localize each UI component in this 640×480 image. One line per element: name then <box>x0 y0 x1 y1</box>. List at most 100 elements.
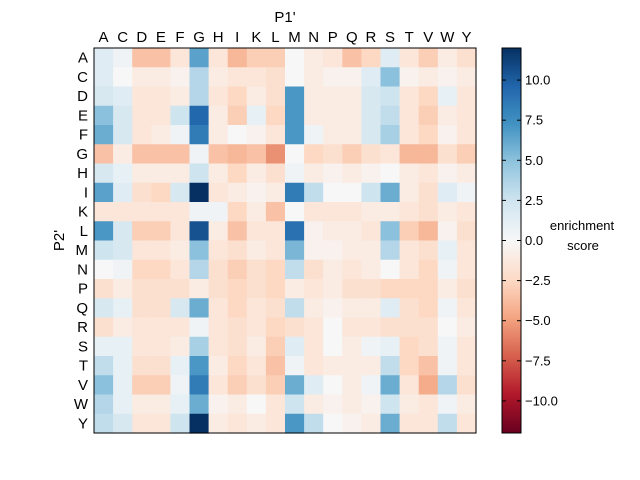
heatmap-cell <box>189 279 210 299</box>
heatmap-cell <box>170 221 191 242</box>
plot-frame <box>93 47 477 434</box>
heatmap-cell <box>113 182 133 203</box>
heatmap-cell <box>208 336 229 357</box>
heatmap-cell <box>342 48 362 68</box>
heatmap-cell <box>399 336 420 357</box>
heatmap-cell <box>418 240 439 261</box>
heatmap-cell <box>170 298 191 319</box>
heatmap-cell <box>285 259 305 280</box>
heatmap-cell <box>323 394 343 415</box>
heatmap-cell <box>189 202 210 222</box>
heatmap-cell <box>304 125 324 145</box>
heatmap-cell <box>304 86 324 107</box>
heatmap-cell <box>380 48 401 68</box>
colorbar-label-line1: enrichment <box>550 218 615 233</box>
heatmap-cell <box>208 86 229 107</box>
colorbar-label-line2: score <box>567 238 599 253</box>
x-tick-label: P <box>328 29 338 46</box>
heatmap-cell <box>151 375 171 396</box>
heatmap-cell <box>132 67 152 88</box>
heatmap-cell <box>399 125 420 145</box>
heatmap-cell <box>94 298 114 319</box>
y-tick-label: Q <box>76 300 88 317</box>
heatmap-cell <box>189 259 210 280</box>
heatmap-cell <box>342 240 362 261</box>
y-tick-label: A <box>78 50 88 67</box>
heatmap-cell <box>323 279 343 299</box>
heatmap-cell <box>94 48 114 68</box>
heatmap-cell <box>304 144 324 165</box>
heatmap-cell <box>361 279 382 299</box>
heatmap-cell <box>323 86 343 107</box>
heatmap-cell <box>380 221 401 242</box>
heatmap-cell <box>399 279 420 299</box>
colorbar-ticks: 10.0 7.5 5.0 2.5 0.0 −2.5 −5.0 −7.5 −10.0 <box>502 73 558 408</box>
heatmap-cell <box>285 394 305 415</box>
heatmap-cell <box>246 163 267 184</box>
heatmap-cell <box>399 163 420 184</box>
heatmap-cell <box>170 182 191 203</box>
heatmap-cell <box>437 144 458 165</box>
heatmap-cell <box>227 298 248 319</box>
heatmap-cells <box>94 48 477 434</box>
heatmap-cell <box>151 336 171 357</box>
heatmap-cell <box>265 48 286 68</box>
heatmap-cell <box>94 86 114 107</box>
heatmap-cell <box>456 298 477 319</box>
heatmap-cell <box>151 356 171 376</box>
heatmap-cell <box>342 394 362 415</box>
heatmap-cell <box>113 67 133 88</box>
heatmap-cell <box>132 317 152 338</box>
x-tick-label: A <box>99 29 109 46</box>
heatmap-cell <box>437 375 458 396</box>
heatmap-cell <box>380 394 401 415</box>
heatmap-cell <box>94 356 114 376</box>
heatmap-cell <box>285 48 305 68</box>
x-tick-label: F <box>175 29 184 46</box>
heatmap-cell <box>285 317 305 338</box>
heatmap-cell <box>418 394 439 415</box>
heatmap-cell <box>227 125 248 145</box>
heatmap-cell <box>189 48 210 68</box>
heatmap-cell <box>132 125 152 145</box>
heatmap-cell <box>170 336 191 357</box>
heatmap-cell <box>113 86 133 107</box>
heatmap-cell <box>132 182 152 203</box>
heatmap-cell <box>304 48 324 68</box>
heatmap-cell <box>246 125 267 145</box>
heatmap-cell <box>227 105 248 126</box>
x-tick-label: M <box>288 29 301 46</box>
heatmap-cell <box>151 125 171 145</box>
heatmap-cell <box>151 48 171 68</box>
heatmap-cell <box>132 356 152 376</box>
heatmap-cell <box>399 356 420 376</box>
heatmap-cell <box>456 105 477 126</box>
heatmap-cell <box>361 67 382 88</box>
heatmap-cell <box>151 298 171 319</box>
heatmap-cell <box>380 317 401 338</box>
x-tick-label: K <box>251 29 261 46</box>
y-tick-label: H <box>77 165 88 182</box>
heatmap-cell <box>208 317 229 338</box>
heatmap-cell <box>285 221 305 242</box>
heatmap-cell <box>456 221 477 242</box>
heatmap-cell <box>132 413 152 434</box>
heatmap-cell <box>189 317 210 338</box>
y-tick-label: I <box>84 184 88 201</box>
heatmap-cell <box>323 125 343 145</box>
heatmap-cell <box>189 182 210 203</box>
heatmap-cell <box>132 105 152 126</box>
heatmap-cell <box>94 413 114 434</box>
x-tick-label: R <box>366 29 377 46</box>
heatmap-cell <box>94 259 114 280</box>
y-tick-label: S <box>78 338 88 355</box>
heatmap-cell <box>94 279 114 299</box>
y-tick-label: D <box>77 88 88 105</box>
heatmap-cell <box>285 336 305 357</box>
heatmap-cell <box>246 336 267 357</box>
heatmap-cell <box>227 221 248 242</box>
heatmap-cell <box>399 202 420 222</box>
heatmap-cell <box>323 356 343 376</box>
heatmap-cell <box>170 86 191 107</box>
heatmap-cell <box>94 240 114 261</box>
